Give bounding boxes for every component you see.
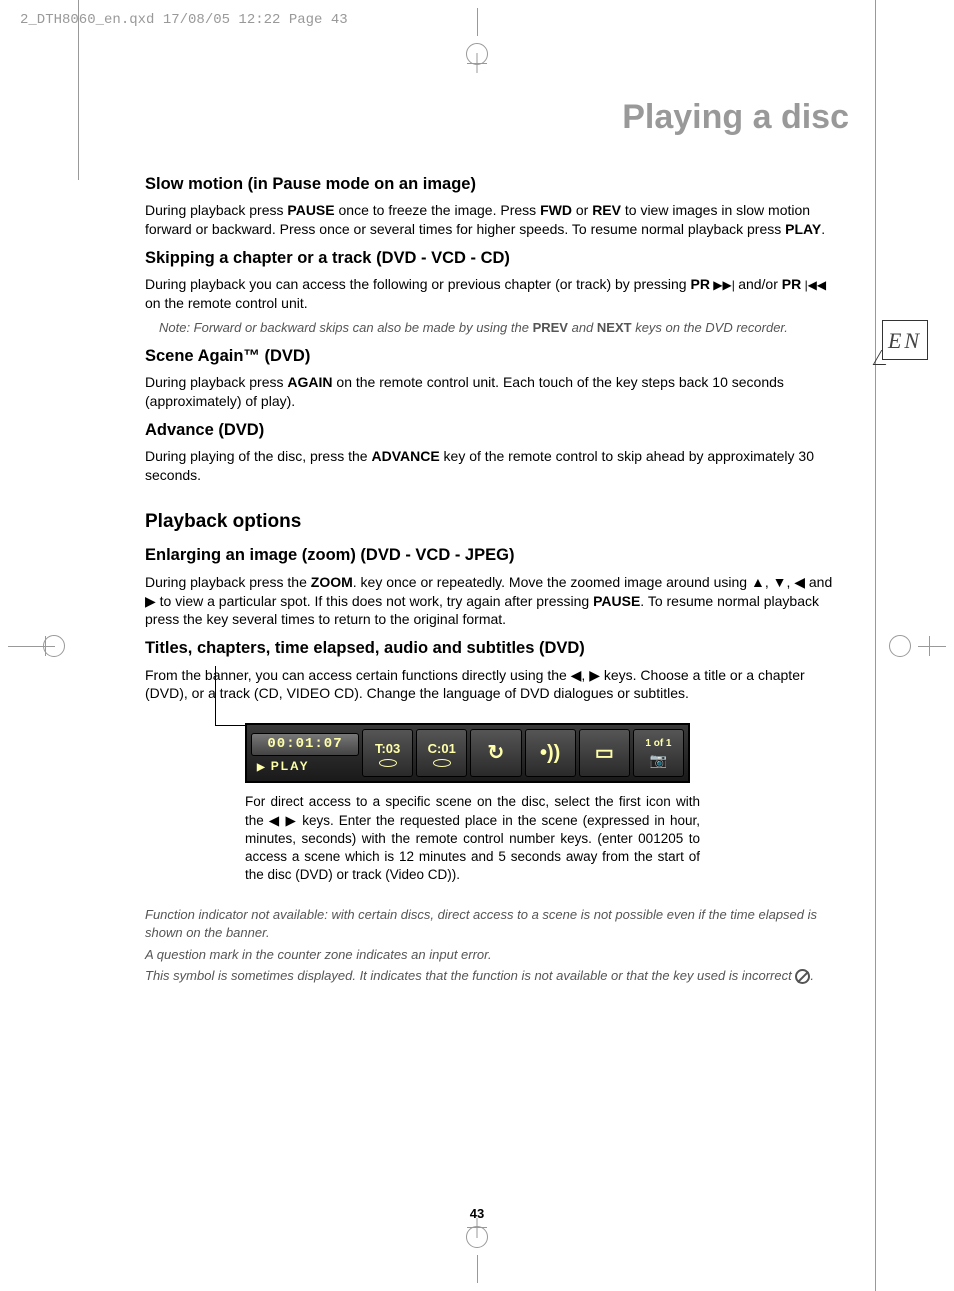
crop-mark-top: [457, 8, 497, 58]
heading-advance: Advance (DVD): [145, 419, 845, 441]
print-header: 2_DTH8060_en.qxd 17/08/05 12:22 Page 43: [20, 12, 348, 28]
heading-scene-again: Scene Again™ (DVD): [145, 345, 845, 367]
language-badge: EN: [882, 320, 928, 360]
camera-icon: 📷: [650, 751, 667, 770]
heading-titles: Titles, chapters, time elapsed, audio an…: [145, 637, 845, 659]
footnote-3: This symbol is sometimes displayed. It i…: [145, 967, 845, 985]
osd-time-block: 00:01:07 PLAY: [251, 729, 359, 777]
para-titles: From the banner, you can access certain …: [145, 666, 845, 704]
footnote-1: Function indicator not available: with c…: [145, 906, 845, 941]
next-track-icon: ▶▶|: [710, 278, 738, 292]
frame-left: [78, 0, 79, 180]
repeat-icon: ↻: [488, 740, 505, 767]
heading-playback-options: Playback options: [145, 509, 845, 535]
para-advance: During playing of the disc, press the AD…: [145, 447, 845, 485]
osd-title-cell: T:03: [362, 729, 413, 777]
page-number: 43: [470, 1206, 484, 1221]
osd-time: 00:01:07: [251, 733, 359, 756]
osd-chapter-cell: C:01: [416, 729, 467, 777]
audio-icon: •)): [540, 740, 560, 767]
osd-play-label: PLAY: [251, 758, 359, 775]
heading-zoom: Enlarging an image (zoom) (DVD - VCD - J…: [145, 544, 845, 566]
osd-angle-cell: 1 of 1📷: [633, 729, 684, 777]
page-title: Playing a disc: [622, 98, 849, 137]
note-skipping: Note: Forward or backward skips can also…: [159, 319, 845, 337]
para-zoom: During playback press the ZOOM. key once…: [145, 573, 845, 630]
osd-subtitle-cell: ▭: [579, 729, 630, 777]
heading-slow-motion: Slow motion (in Pause mode on an image): [145, 173, 845, 195]
footnote-2: A question mark in the counter zone indi…: [145, 946, 845, 964]
disc-icon: [379, 759, 397, 767]
osd-repeat-cell: ↻: [470, 729, 521, 777]
subtitle-icon: ▭: [595, 740, 614, 767]
callout-line: [215, 666, 245, 726]
language-badge-text: EN: [883, 321, 927, 361]
crop-mark-bottom: [457, 1233, 497, 1283]
osd-caption: For direct access to a specific scene on…: [245, 793, 700, 884]
para-scene-again: During playback press AGAIN on the remot…: [145, 373, 845, 411]
content-area: Slow motion (in Pause mode on an image) …: [145, 165, 845, 985]
para-slow-motion: During playback press PAUSE once to free…: [145, 201, 845, 239]
osd-banner: 00:01:07 PLAY T:03 C:01 ↻ •)) ▭ 1 of 1📷: [245, 723, 690, 783]
osd-audio-cell: •)): [525, 729, 576, 777]
prohibit-icon: [795, 969, 810, 984]
para-skipping: During playback you can access the follo…: [145, 275, 845, 313]
disc-icon: [433, 759, 451, 767]
prev-track-icon: |◀◀: [801, 278, 826, 292]
frame-right: [875, 0, 876, 1291]
heading-skipping: Skipping a chapter or a track (DVD - VCD…: [145, 247, 845, 269]
